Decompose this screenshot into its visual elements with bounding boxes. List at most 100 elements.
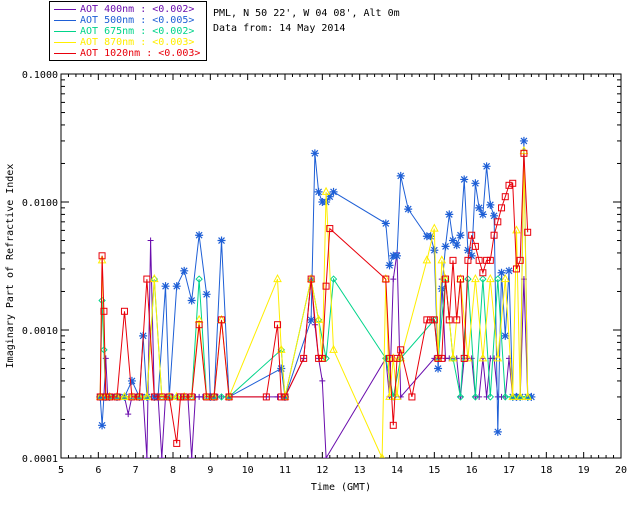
data-point xyxy=(390,276,397,283)
data-point xyxy=(475,256,483,264)
data-point xyxy=(456,231,465,240)
y-tick-label: 0.0100 xyxy=(22,198,58,209)
data-point xyxy=(321,186,331,195)
data-point xyxy=(100,346,108,354)
data-point xyxy=(476,393,483,400)
data-point xyxy=(325,192,334,201)
data-point xyxy=(386,354,394,362)
data-point xyxy=(218,316,226,324)
data-point xyxy=(102,393,110,401)
data-point xyxy=(202,290,211,299)
data-point xyxy=(515,391,525,400)
data-point xyxy=(509,179,517,187)
y-tick-label: 0.0010 xyxy=(22,326,58,337)
data-point xyxy=(467,251,476,260)
data-point xyxy=(516,256,524,264)
data-point xyxy=(460,354,468,362)
data-point xyxy=(393,251,401,260)
data-point xyxy=(500,274,510,283)
data-point xyxy=(143,455,150,458)
legend-swatch xyxy=(54,41,76,43)
data-point xyxy=(158,393,166,401)
data-point xyxy=(422,255,432,264)
data-point xyxy=(157,391,167,400)
data-point xyxy=(187,391,197,400)
legend-swatch xyxy=(54,19,76,21)
legend-entry: AOT 500nm : <0.005> xyxy=(54,15,194,26)
x-tick-label: 8 xyxy=(170,465,176,476)
data-point xyxy=(512,265,520,273)
data-point xyxy=(310,149,319,158)
data-point xyxy=(329,187,338,196)
data-point xyxy=(322,282,330,290)
data-point xyxy=(524,228,532,236)
data-point xyxy=(493,353,503,362)
data-point xyxy=(127,391,137,400)
data-point xyxy=(176,393,184,401)
data-point xyxy=(209,391,219,400)
data-point xyxy=(437,284,446,293)
data-point xyxy=(98,421,107,430)
data-point xyxy=(478,210,487,219)
data-point xyxy=(195,321,203,329)
data-point xyxy=(143,275,151,283)
data-point xyxy=(225,393,233,401)
data-point xyxy=(173,439,181,447)
data-point xyxy=(482,162,491,171)
data-point xyxy=(453,316,461,324)
x-tick-label: 13 xyxy=(354,465,366,476)
data-point xyxy=(379,452,385,458)
data-point xyxy=(105,391,114,400)
legend-swatch xyxy=(54,30,76,32)
data-point xyxy=(452,241,461,250)
data-point xyxy=(307,275,315,283)
data-point xyxy=(434,354,442,362)
data-point xyxy=(471,242,479,250)
data-point xyxy=(180,266,189,275)
data-point xyxy=(161,282,170,291)
data-point xyxy=(471,274,480,283)
data-point xyxy=(423,316,431,324)
data-point xyxy=(389,421,397,429)
data-point xyxy=(494,275,502,283)
data-point xyxy=(158,455,165,458)
data-point xyxy=(382,275,390,283)
legend-entry: AOT 675nm : <0.002> xyxy=(54,26,194,37)
data-point xyxy=(429,223,439,232)
legend-swatch xyxy=(54,8,76,10)
data-point xyxy=(172,282,181,291)
data-point xyxy=(501,331,510,340)
series-4 xyxy=(96,149,532,447)
data-point xyxy=(485,274,495,283)
data-point xyxy=(471,179,480,188)
x-tick-label: 20 xyxy=(615,465,627,476)
x-tick-label: 10 xyxy=(242,465,254,476)
data-point xyxy=(426,232,435,241)
data-point xyxy=(165,393,173,401)
date-label: Data from: 14 May 2014 xyxy=(213,23,346,34)
x-tick-label: 15 xyxy=(428,465,440,476)
y-tick-label: 0.1000 xyxy=(22,70,58,81)
data-point xyxy=(224,391,234,400)
data-point xyxy=(329,344,338,353)
data-point xyxy=(179,391,189,400)
data-point xyxy=(464,256,472,264)
data-point xyxy=(460,175,469,184)
data-point xyxy=(493,427,502,436)
data-point xyxy=(106,393,114,401)
data-point xyxy=(463,353,473,362)
data-point xyxy=(483,393,490,400)
data-point xyxy=(478,353,488,362)
data-point xyxy=(262,393,270,401)
data-point xyxy=(471,393,480,401)
data-point xyxy=(463,246,472,255)
data-point xyxy=(397,346,405,354)
series-1 xyxy=(96,136,536,436)
data-point xyxy=(438,354,446,362)
data-point xyxy=(468,231,476,239)
data-point xyxy=(187,296,196,305)
data-point xyxy=(127,376,136,385)
data-point xyxy=(135,393,143,401)
data-point xyxy=(449,256,457,264)
